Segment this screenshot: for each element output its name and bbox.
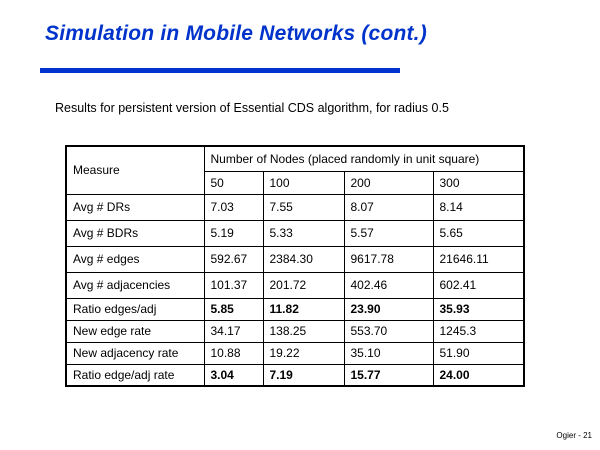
value-cell: 24.00	[432, 363, 525, 387]
value-cell: 34.17	[203, 319, 264, 343]
measure-header-cell: Measure	[65, 145, 205, 195]
value-cell: 5.85	[203, 297, 264, 321]
value-cell: 201.72	[262, 271, 345, 299]
table-row: Avg # edges 592.67 2384.30 9617.78 21646.11	[65, 245, 525, 273]
value-cell: 592.67	[203, 245, 264, 273]
table-row: New adjacency rate 10.88 19.22 35.10 51.90	[65, 341, 525, 365]
table-header-row-group: Measure Number of Nodes (placed randomly…	[65, 145, 525, 195]
value-cell: 402.46	[343, 271, 434, 299]
value-cell: 7.19	[262, 363, 345, 387]
measure-label-cell: Avg # edges	[65, 245, 205, 273]
value-cell: 7.03	[203, 193, 264, 221]
measure-label-cell: New edge rate	[65, 319, 205, 343]
value-cell: 553.70	[343, 319, 434, 343]
value-cell: 15.77	[343, 363, 434, 387]
table-row: Ratio edge/adj rate 3.04 7.19 15.77 24.00	[65, 363, 525, 387]
value-cell: 8.07	[343, 193, 434, 221]
table-row: Avg # DRs 7.03 7.55 8.07 8.14	[65, 193, 525, 221]
measure-label-cell: New adjacency rate	[65, 341, 205, 365]
results-table-body: Avg # DRs 7.03 7.55 8.07 8.14 Avg # BDRs 5.19 5…	[65, 193, 525, 387]
slide-subtitle: Results for persistent version of Essent…	[55, 101, 449, 115]
measure-label-cell: Avg # BDRs	[65, 219, 205, 247]
table-row: Avg # adjacencies 101.37 201.72 402.46 602.4…	[65, 271, 525, 299]
table-row: New edge rate 34.17 138.25 553.70 1245.3	[65, 319, 525, 343]
node-count-cell: 50	[203, 170, 264, 195]
value-cell: 10.88	[203, 341, 264, 365]
value-cell: 35.10	[343, 341, 434, 365]
value-cell: 51.90	[432, 341, 525, 365]
value-cell: 35.93	[432, 297, 525, 321]
value-cell: 11.82	[262, 297, 345, 321]
value-cell: 19.22	[262, 341, 345, 365]
value-cell: 602.41	[432, 271, 525, 299]
value-cell: 9617.78	[343, 245, 434, 273]
value-cell: 23.90	[343, 297, 434, 321]
node-count-cell: 300	[432, 170, 525, 195]
table-row: Avg # BDRs 5.19 5.33 5.57 5.65	[65, 219, 525, 247]
slide-title: Simulation in Mobile Networks (cont.)	[45, 22, 427, 45]
value-cell: 8.14	[432, 193, 525, 221]
measure-label-cell: Avg # DRs	[65, 193, 205, 221]
footer-page-label: Ogier - 21	[556, 431, 592, 440]
measure-label-cell: Ratio edges/adj	[65, 297, 205, 321]
nodes-group-header-cell: Number of Nodes (placed randomly in unit…	[203, 145, 525, 172]
value-cell: 5.33	[262, 219, 345, 247]
value-cell: 101.37	[203, 271, 264, 299]
value-cell: 1245.3	[432, 319, 525, 343]
value-cell: 5.65	[432, 219, 525, 247]
value-cell: 5.19	[203, 219, 264, 247]
value-cell: 3.04	[203, 363, 264, 387]
value-cell: 2384.30	[262, 245, 345, 273]
title-underline-rule	[40, 68, 400, 73]
value-cell: 138.25	[262, 319, 345, 343]
table-header-row-counts: 50 100 200 300	[66, 170, 525, 195]
value-cell: 5.57	[343, 219, 434, 247]
value-cell: 7.55	[262, 193, 345, 221]
value-cell: 21646.11	[432, 245, 525, 273]
table-row: Ratio edges/adj 5.85 11.82 23.90 35.93	[65, 297, 525, 321]
node-count-cell: 200	[343, 170, 434, 195]
measure-label-cell: Ratio edge/adj rate	[65, 363, 205, 387]
node-count-cell: 100	[262, 170, 345, 195]
results-table: Measure Number of Nodes (placed randomly…	[65, 145, 525, 387]
measure-label-cell: Avg # adjacencies	[65, 271, 205, 299]
